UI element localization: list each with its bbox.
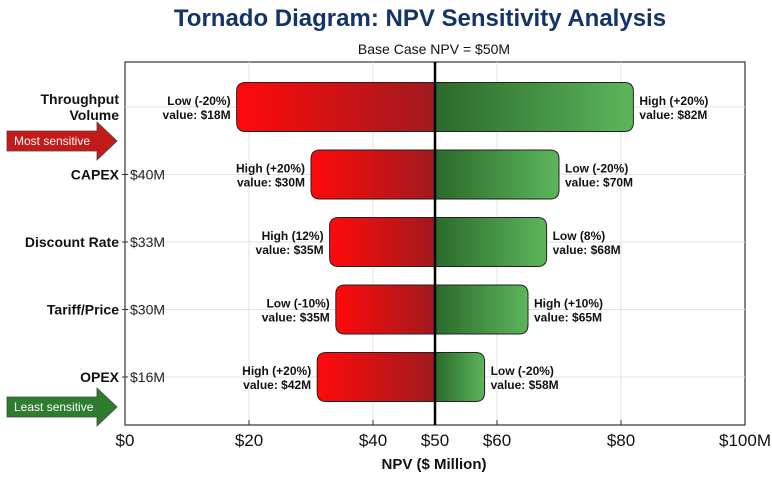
bar-label-low: value: $35M [256,243,324,257]
range-label: $16M [130,369,165,385]
category-label: Throughput [40,91,119,107]
bar-label-low: value: $42M [243,378,311,392]
category-label: Discount Rate [25,234,119,250]
range-label: $40M [130,167,165,183]
bar-high [434,352,486,402]
bar-label-low: Low (-10%) [266,297,329,311]
bar-high [434,217,548,267]
x-tick-label: $80 [607,431,635,450]
bar-label-low: value: $30M [237,176,305,190]
bar-low [310,149,436,200]
x-tick-label: $20 [235,431,263,450]
bar-label-high: value: $58M [491,378,559,392]
category-label: Tariff/Price [47,302,119,318]
bar-label-high: High (+10%) [534,297,603,311]
bar-low [316,352,436,402]
bar-label-low: Low (-20%) [167,94,230,108]
bar-label-low: High (+20%) [236,162,305,176]
x-tick-label: $50 [421,431,449,450]
bar-label-high: value: $70M [565,176,633,190]
range-label: $30M [130,302,165,318]
bar-low [329,217,436,267]
bar-high [434,82,634,132]
range-label: $33M [130,234,165,250]
bar-high [434,284,529,335]
bar-label-high: High (+20%) [639,94,708,108]
most-sensitive-arrow-icon [6,121,118,161]
bar-label-high: value: $65M [534,311,602,325]
bar-low [335,284,436,335]
x-axis-label: NPV ($ Million) [382,456,487,473]
x-tick-label: $100M [719,431,771,450]
bar-label-high: Low (8%) [553,229,606,243]
most-sensitive-label: Most sensitive [14,134,90,148]
chart-title: Tornado Diagram: NPV Sensitivity Analysi… [174,5,666,32]
bar-label-low: High (+20%) [242,364,311,378]
category-label: Volume [69,107,119,123]
category-label: OPEX [80,369,120,385]
x-tick-label: $40 [359,431,387,450]
bar-label-low: High (12%) [262,229,324,243]
least-sensitive-label: Least sensitive [14,400,94,414]
bar-label-low: value: $35M [262,311,330,325]
bar-label-high: value: $82M [639,108,707,122]
x-tick-label: $0 [116,431,135,450]
bar-label-high: value: $68M [553,243,621,257]
x-tick-label: $60 [483,431,511,450]
chart-subtitle: Base Case NPV = $50M [358,41,510,57]
least-sensitive-arrow-icon [6,387,118,427]
category-label: CAPEX [71,167,120,183]
bar-label-low: value: $18M [163,108,231,122]
bar-high [434,149,560,200]
bar-label-high: Low (-20%) [565,162,628,176]
bar-label-high: Low (-20%) [491,364,554,378]
bar-low [236,82,436,132]
